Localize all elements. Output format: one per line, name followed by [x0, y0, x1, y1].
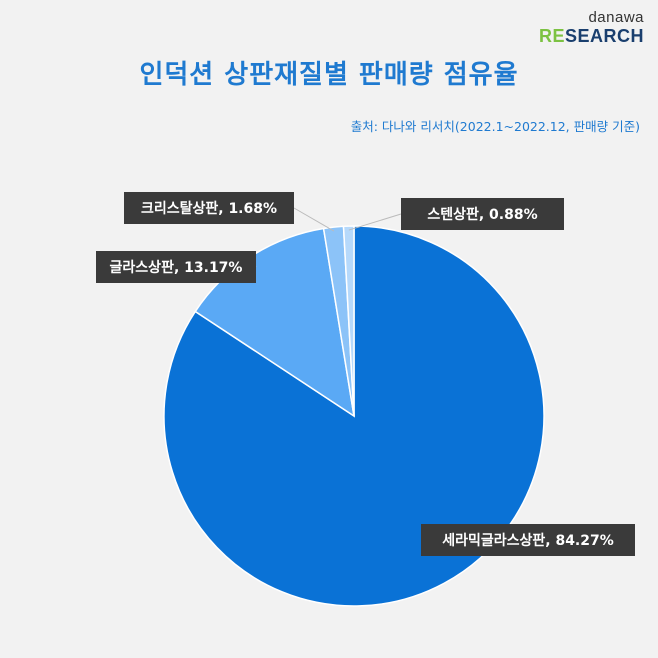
data-label-3: 크리스탈상판, 1.68%	[141, 201, 277, 217]
data-label-box-1	[421, 524, 635, 556]
danawa-research-logo: danawa RESEARCH	[539, 10, 644, 45]
source-note: 출처: 다나와 리서치(2022.1~2022.12, 판매량 기준)	[350, 119, 640, 134]
leader-line-3	[293, 207, 335, 232]
logo-research-accent: RE	[538, 26, 565, 46]
logo-danawa-text: danawa	[588, 9, 644, 26]
data-label-box-3	[124, 192, 294, 224]
logo-research-rest: SEARCH	[564, 26, 644, 46]
chart-title: 인덕션 상판재질별 판매량 점유율	[139, 60, 519, 90]
logo-research-text: RESEARCH	[539, 27, 644, 45]
data-label-1: 세라믹글라스상판, 84.27%	[442, 532, 614, 549]
pie-labels: 세라믹글라스상판, 84.27% 글라스상판, 13.17% 크리스탈상판, 1.6…	[96, 192, 635, 556]
data-label-2: 글라스상판, 13.17%	[110, 260, 243, 276]
pie-slice-4	[342, 225, 355, 417]
data-label-4: 스텐상판, 0.88%	[427, 206, 537, 223]
data-label-box-2	[96, 251, 256, 283]
leader-line-4	[348, 213, 402, 231]
data-label-box-4	[401, 198, 564, 230]
